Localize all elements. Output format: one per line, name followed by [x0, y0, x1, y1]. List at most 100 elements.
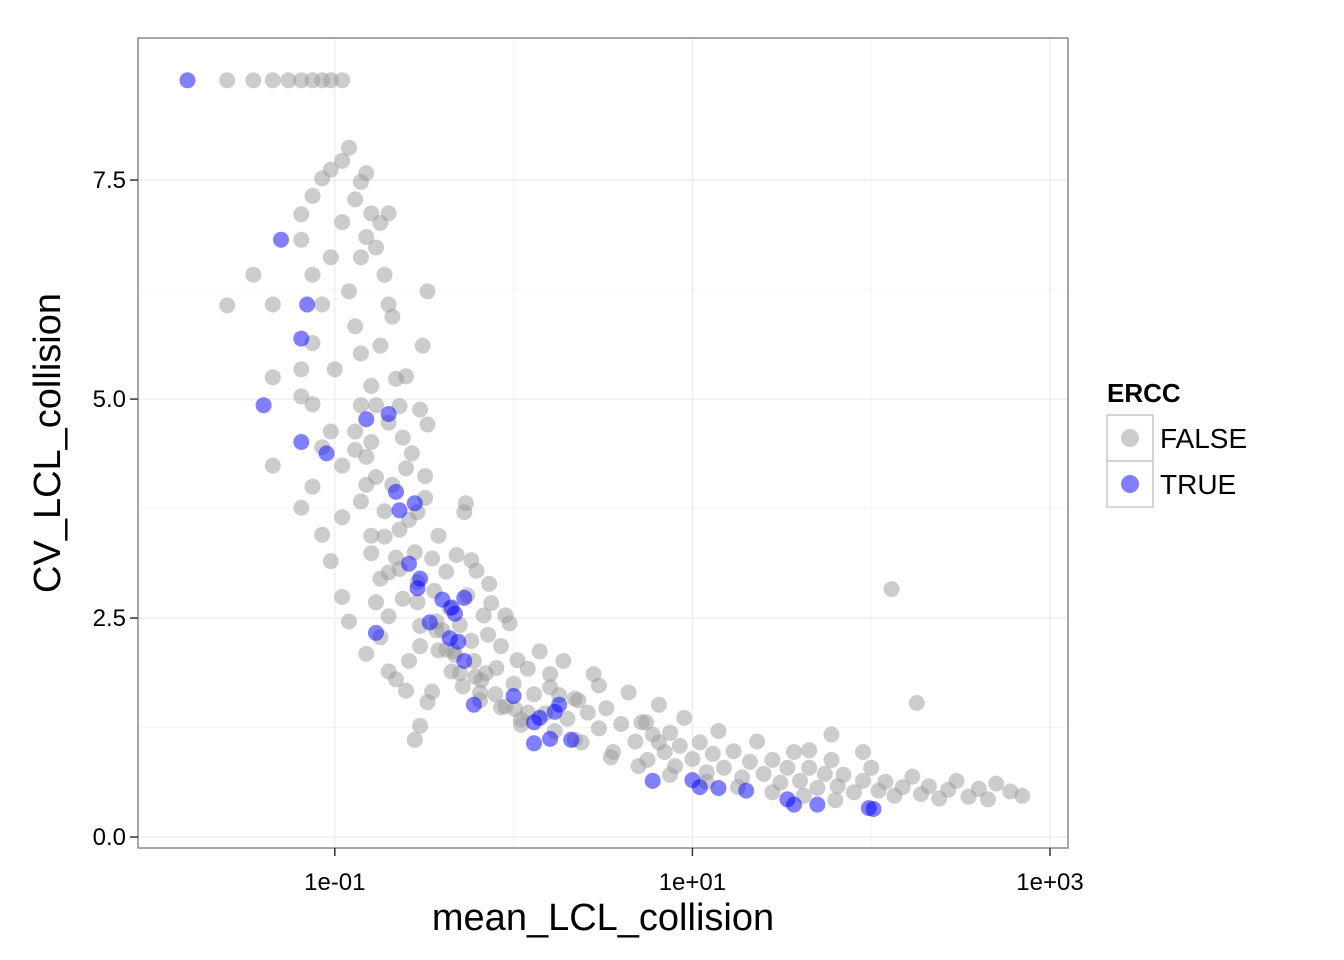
- data-point: [855, 744, 871, 760]
- data-point: [334, 509, 351, 526]
- data-point: [368, 397, 384, 414]
- data-point: [352, 397, 369, 414]
- data-point: [823, 726, 840, 743]
- data-point: [430, 527, 447, 544]
- data-point: [559, 710, 576, 727]
- data-point: [376, 503, 393, 520]
- data-point: [358, 411, 375, 428]
- data-point: [419, 283, 436, 300]
- data-point: [394, 429, 411, 446]
- data-point: [738, 782, 755, 799]
- data-point: [412, 401, 429, 418]
- data-point: [786, 744, 802, 760]
- y-tick-label: 2.5: [93, 605, 126, 632]
- data-point: [264, 72, 281, 89]
- data-point: [299, 296, 316, 313]
- data-point: [322, 72, 339, 89]
- data-point: [414, 337, 431, 354]
- data-point: [347, 423, 364, 440]
- data-point: [497, 607, 514, 624]
- data-point: [542, 679, 559, 696]
- data-point: [352, 249, 369, 266]
- data-point: [293, 72, 310, 89]
- data-point: [650, 696, 667, 713]
- data-point: [179, 72, 196, 89]
- data-point: [398, 460, 414, 477]
- data-point: [620, 684, 637, 701]
- data-point: [409, 594, 426, 611]
- data-point: [970, 780, 987, 797]
- data-point: [671, 737, 688, 754]
- data-point: [304, 478, 321, 495]
- data-point: [488, 660, 505, 676]
- data-point: [334, 214, 351, 231]
- data-point: [363, 377, 380, 394]
- data-point: [948, 772, 965, 789]
- data-point: [465, 696, 482, 713]
- data-point: [684, 751, 701, 767]
- data-point: [602, 749, 619, 766]
- data-point: [398, 682, 414, 699]
- data-point: [988, 775, 1005, 792]
- data-point: [823, 751, 840, 768]
- data-point: [456, 589, 473, 606]
- data-point: [920, 778, 937, 795]
- data-point: [450, 633, 467, 650]
- data-point: [376, 528, 393, 545]
- data-point: [358, 476, 375, 493]
- data-point: [280, 72, 297, 89]
- data-point: [755, 765, 772, 782]
- legend-label-true: TRUE: [1160, 469, 1236, 500]
- data-point: [980, 791, 996, 808]
- data-point: [380, 296, 397, 313]
- data-point: [1002, 783, 1019, 800]
- data-point: [865, 801, 882, 817]
- data-point: [424, 550, 441, 567]
- data-point: [358, 645, 375, 662]
- data-point: [368, 624, 384, 641]
- data-point: [555, 653, 572, 669]
- data-point: [384, 308, 401, 325]
- data-point: [493, 699, 509, 716]
- data-point: [451, 665, 468, 682]
- data-point: [314, 296, 331, 313]
- data-point: [245, 266, 262, 283]
- data-point: [481, 575, 498, 592]
- data-point: [347, 318, 364, 335]
- data-point: [363, 527, 380, 544]
- data-point: [417, 468, 434, 485]
- data-point: [779, 759, 796, 776]
- data-point: [293, 361, 310, 378]
- data-point: [401, 555, 417, 572]
- data-point: [463, 632, 480, 649]
- data-point: [406, 495, 423, 512]
- data-point: [650, 734, 667, 751]
- data-point: [372, 337, 389, 354]
- data-point: [908, 695, 925, 711]
- data-point: [409, 580, 426, 597]
- data-point: [322, 423, 339, 440]
- data-point: [264, 369, 281, 386]
- data-point: [816, 765, 833, 782]
- data-point: [579, 704, 596, 721]
- data-point: [424, 683, 441, 700]
- data-point: [598, 700, 615, 717]
- data-point: [546, 703, 563, 720]
- data-point: [388, 671, 404, 688]
- data-point: [742, 753, 758, 770]
- data-point: [255, 397, 272, 414]
- data-point: [877, 773, 894, 790]
- data-point: [293, 330, 310, 347]
- x-tick-label: 1e+01: [659, 869, 726, 896]
- data-point: [590, 720, 607, 737]
- data-point: [358, 165, 375, 182]
- legend-title: ERCC: [1107, 378, 1181, 408]
- data-point: [412, 638, 429, 655]
- data-point: [809, 796, 826, 813]
- data-point: [293, 434, 310, 450]
- data-point: [421, 614, 438, 631]
- data-point: [644, 772, 661, 789]
- data-point: [463, 552, 480, 569]
- data-point: [219, 297, 236, 314]
- data-point: [264, 296, 281, 313]
